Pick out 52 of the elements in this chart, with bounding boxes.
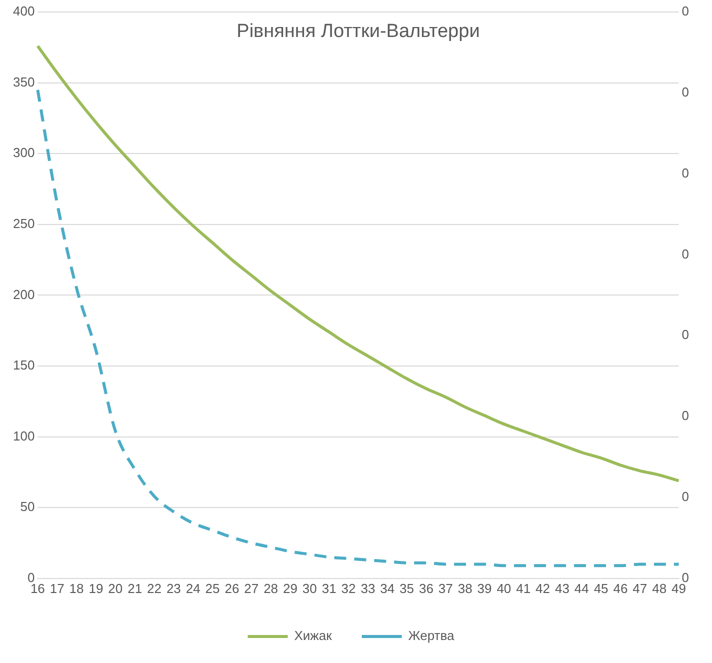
x-tick-label: 43 <box>554 580 570 596</box>
x-tick-label: 35 <box>400 580 414 596</box>
x-tick-label: 24 <box>186 580 200 596</box>
x-tick-label: 27 <box>244 580 259 596</box>
y2-tick-label: 0 <box>682 246 690 262</box>
x-tick-label: 36 <box>418 580 434 596</box>
x-tick-label: 20 <box>108 580 123 596</box>
y-tick-label: 200 <box>12 286 35 302</box>
x-tick-label: 28 <box>264 580 278 596</box>
x-tick-label: 38 <box>458 580 472 596</box>
x-tick-label: 32 <box>341 580 356 596</box>
y-tick-label: 350 <box>12 74 35 90</box>
y2-tick-label: 0 <box>682 84 690 100</box>
x-tick-label: 45 <box>594 580 608 596</box>
x-tick-label: 33 <box>360 580 376 596</box>
y2-tick-label: 0 <box>682 489 690 504</box>
y-tick-label: 250 <box>12 216 35 231</box>
line-series <box>36 44 680 482</box>
y-tick-label: 300 <box>12 145 35 160</box>
text: Рівняння Лоттки-Вальтерри <box>236 21 480 42</box>
legend-label: Хижак <box>294 628 332 644</box>
x-tick-label: 47 <box>632 580 648 596</box>
y-tick-label: 400 <box>12 4 35 19</box>
x-tick-label: 31 <box>322 580 336 596</box>
x-tick-label: 17 <box>50 580 64 596</box>
y-tick-label: 100 <box>12 428 35 444</box>
x-tick-label: 26 <box>224 580 240 596</box>
x-tick-label: 39 <box>477 580 492 596</box>
x-tick-label: 37 <box>438 580 453 596</box>
x-tick-label: 41 <box>516 580 531 596</box>
x-tick-label: 44 <box>574 580 589 596</box>
x-tick-label: 48 <box>652 580 667 596</box>
y2-tick-label: 0 <box>682 165 690 180</box>
y-tick-label: 50 <box>20 499 35 514</box>
x-tick-label: 34 <box>380 580 395 596</box>
x-tick-label: 30 <box>302 580 317 596</box>
line-series <box>36 88 680 568</box>
y2-tick-label: 0 <box>682 4 690 19</box>
legend-label: Жертва <box>408 628 456 644</box>
x-tick-label: 25 <box>205 580 220 596</box>
x-tick-label: 18 <box>69 580 84 596</box>
x-tick-label: 46 <box>613 580 628 596</box>
y2-tick-label: 0 <box>682 327 690 342</box>
y2-tick-label: 0 <box>682 408 690 424</box>
y-tick-label: 150 <box>12 358 35 373</box>
x-tick-label: 19 <box>88 580 104 596</box>
x-tick-label: 42 <box>536 580 550 596</box>
x-tick-label: 40 <box>496 580 512 596</box>
x-tick-label: 29 <box>283 580 298 596</box>
x-tick-label: 22 <box>147 580 162 596</box>
x-tick-label: 23 <box>166 580 181 596</box>
x-tick-label: 21 <box>128 580 142 596</box>
